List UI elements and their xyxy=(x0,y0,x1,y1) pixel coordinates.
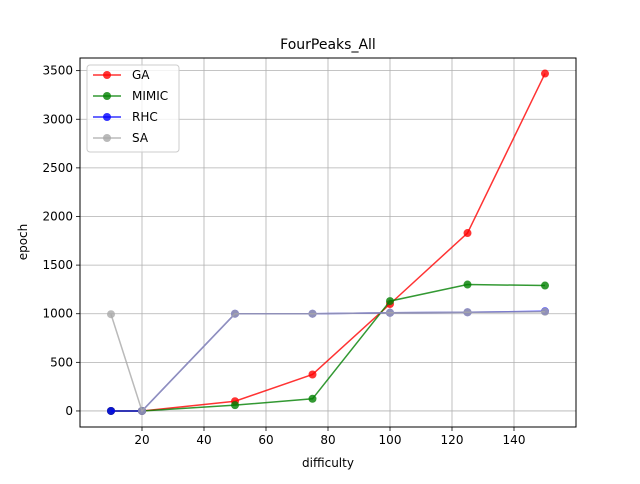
legend-entry-rhc: RHC xyxy=(93,110,158,124)
y-tick-label: 1000 xyxy=(42,307,73,321)
x-tick-label: 20 xyxy=(134,433,149,447)
data-point-ga xyxy=(541,69,549,78)
legend-entry-sa: SA xyxy=(93,131,149,145)
legend-marker-rhc xyxy=(103,113,111,121)
legend-marker-mimic xyxy=(103,92,111,100)
x-tick-label: 60 xyxy=(258,433,273,447)
y-tick-label: 2500 xyxy=(42,161,73,175)
data-point-ga xyxy=(308,370,317,379)
y-tick-label: 3000 xyxy=(42,112,73,126)
legend: GA MIMIC RHC SA xyxy=(86,64,180,153)
data-point-mimic xyxy=(541,281,549,290)
y-tick-label: 500 xyxy=(50,355,73,369)
x-axis-label: difficulty xyxy=(302,456,354,470)
data-point-sa xyxy=(138,406,146,415)
data-point-sa xyxy=(541,307,549,316)
data-point-sa xyxy=(107,310,115,319)
data-point-sa xyxy=(231,309,239,318)
x-tick-label: 140 xyxy=(503,433,526,447)
data-point-sa xyxy=(308,309,317,318)
data-point-sa xyxy=(386,308,394,317)
y-tick-label: 3500 xyxy=(42,64,73,78)
legend-label-mimic: MIMIC xyxy=(132,89,168,103)
legend-entry-ga: GA xyxy=(93,68,150,82)
data-point-mimic xyxy=(463,280,472,289)
data-point-mimic xyxy=(308,394,317,403)
legend-marker-ga xyxy=(103,71,111,79)
data-point-mimic xyxy=(231,401,239,410)
legend-entry-mimic: MIMIC xyxy=(93,89,168,103)
legend-label-sa: SA xyxy=(132,131,149,145)
series-layer xyxy=(107,69,549,415)
y-axis-label: epoch xyxy=(16,224,30,261)
x-tick-label: 120 xyxy=(441,433,464,447)
axis-ticks: 20 40 60 80 100 120 140 0 500 1000 1500 2000 2500 300… xyxy=(42,64,525,447)
data-point-rhc xyxy=(107,406,115,415)
y-tick-label: 0 xyxy=(65,404,73,418)
x-tick-label: 100 xyxy=(379,433,402,447)
y-tick-label: 2000 xyxy=(42,209,73,223)
chart-title: FourPeaks_All xyxy=(280,37,376,53)
data-point-mimic xyxy=(386,297,394,306)
legend-label-rhc: RHC xyxy=(132,110,158,124)
x-tick-label: 40 xyxy=(196,433,211,447)
data-point-sa xyxy=(463,308,472,317)
data-point-ga xyxy=(463,229,472,238)
x-tick-label: 80 xyxy=(320,433,335,447)
legend-marker-sa xyxy=(103,134,111,142)
y-tick-label: 1500 xyxy=(42,258,73,272)
legend-frame xyxy=(86,64,180,153)
series-sa xyxy=(107,307,549,415)
legend-label-ga: GA xyxy=(132,68,150,82)
